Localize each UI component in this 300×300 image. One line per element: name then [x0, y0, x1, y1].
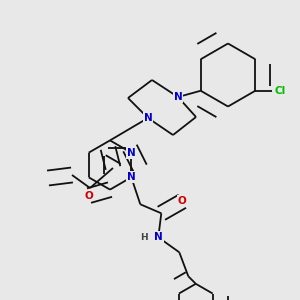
Text: O: O	[178, 196, 187, 206]
Text: N: N	[127, 172, 136, 182]
Text: Cl: Cl	[275, 86, 286, 96]
Text: N: N	[127, 148, 136, 158]
Text: N: N	[174, 92, 182, 102]
Text: N: N	[154, 232, 163, 242]
Text: O: O	[85, 190, 93, 201]
Text: N: N	[144, 113, 152, 123]
Text: H: H	[140, 233, 148, 242]
